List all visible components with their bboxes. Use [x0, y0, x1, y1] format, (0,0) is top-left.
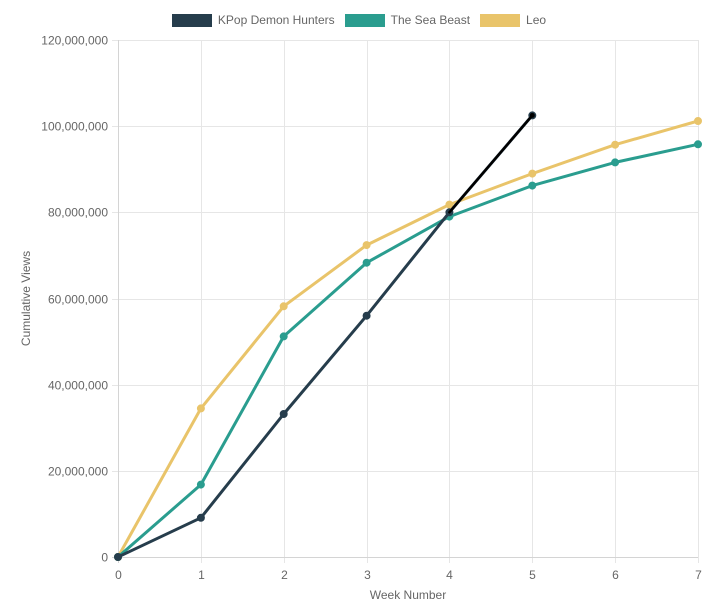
y-tick-label: 60,000,000	[48, 293, 108, 307]
data-point-kpop-demon-hunters[interactable]	[279, 410, 288, 418]
series-kpop-demon-hunters	[114, 111, 537, 561]
data-point-kpop-demon-hunters[interactable]	[362, 311, 371, 320]
y-tick-label: 40,000,000	[48, 379, 108, 393]
legend-item-the-sea-beast[interactable]: The Sea Beast	[344, 13, 471, 27]
legend: KPop Demon Hunters The Sea Beast Leo	[0, 13, 718, 27]
data-point-leo[interactable]	[362, 241, 371, 250]
axes: 0 20,000,000 40,000,000 60,000,000 80,000,00…	[41, 34, 702, 583]
legend-swatch-kpop-demon-hunters	[171, 13, 212, 27]
x-tick-label: 4	[446, 568, 453, 582]
legend-swatch-the-sea-beast	[344, 13, 385, 27]
series-line-kpop-demon-hunters	[116, 113, 534, 559]
annotation-line	[448, 114, 534, 214]
data-point-leo[interactable]	[611, 140, 620, 149]
data-point-leo[interactable]	[279, 302, 288, 311]
legend-label-the-sea-beast: The Sea Beast	[390, 13, 471, 27]
data-point-leo[interactable]	[528, 169, 537, 178]
series-the-sea-beast	[114, 140, 702, 561]
x-tick-label: 6	[612, 568, 619, 582]
y-tick-label: 20,000,000	[48, 465, 108, 479]
annotation-endpoint	[529, 112, 535, 118]
data-point-the-sea-beast[interactable]	[528, 181, 537, 190]
y-axis-title: Cumulative Views	[19, 251, 33, 346]
x-tick-label: 2	[281, 568, 288, 582]
data-point-kpop-demon-hunters[interactable]	[114, 553, 122, 561]
x-tick-label: 3	[364, 568, 371, 582]
x-tick-label: 7	[695, 568, 702, 582]
annotation-layer	[448, 112, 535, 214]
data-point-the-sea-beast[interactable]	[694, 140, 702, 149]
series-line-leo	[116, 119, 700, 559]
series-line-the-sea-beast	[116, 142, 700, 559]
y-tick-label: 100,000,000	[41, 120, 108, 134]
data-point-the-sea-beast[interactable]	[279, 332, 288, 341]
legend-item-leo[interactable]: Leo	[480, 13, 546, 27]
data-point-leo[interactable]	[445, 200, 454, 209]
legend-label-leo: Leo	[526, 13, 547, 27]
x-tick-label: 0	[115, 568, 122, 582]
series-layer	[114, 111, 702, 561]
x-tick-label: 5	[529, 568, 536, 582]
y-tick-label: 0	[101, 551, 108, 565]
legend-label-kpop-demon-hunters: KPop Demon Hunters	[217, 13, 335, 27]
x-tick-label: 1	[198, 568, 205, 582]
legend-item-kpop-demon-hunters[interactable]: KPop Demon Hunters	[171, 13, 335, 27]
data-point-the-sea-beast[interactable]	[362, 258, 371, 267]
data-point-leo[interactable]	[196, 404, 205, 413]
legend-swatch-leo	[480, 13, 521, 27]
data-point-the-sea-beast[interactable]	[611, 158, 620, 167]
y-tick-label: 120,000,000	[41, 34, 108, 48]
data-point-the-sea-beast[interactable]	[196, 480, 205, 489]
x-axis-title: Week Number	[370, 588, 446, 602]
y-tick-label: 80,000,000	[48, 206, 108, 220]
data-point-kpop-demon-hunters[interactable]	[196, 513, 205, 522]
data-point-leo[interactable]	[694, 117, 702, 125]
series-leo	[114, 117, 702, 561]
